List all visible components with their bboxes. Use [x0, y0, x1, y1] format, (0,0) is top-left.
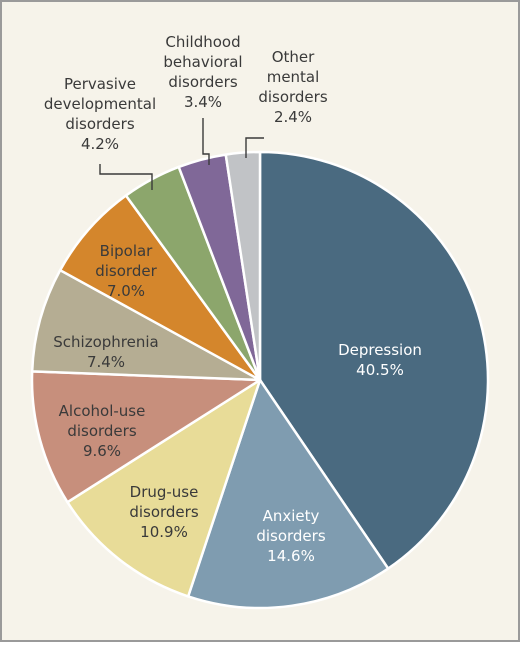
slice-label-line: Schizophrenia	[53, 333, 158, 351]
slice-label-line: developmental	[44, 95, 156, 113]
leader-line	[245, 137, 264, 158]
slice-label-line: disorders	[168, 73, 238, 91]
slice-label-line: Bipolar	[100, 242, 154, 260]
slice-label-line: Other	[272, 48, 315, 66]
slice-label-line: behavioral	[163, 53, 242, 71]
slice-labels: Depression 40.5% Anxiety disorders 14.6% Drug…	[44, 33, 422, 565]
slice-label: Drug-use disorders 10.9%	[129, 483, 199, 541]
slice-label: Anxiety disorders 14.6%	[256, 507, 326, 565]
slice-label: Childhood behavioral disorders 3.4%	[163, 33, 242, 111]
slice-label-line: disorders	[256, 527, 326, 545]
leader-line	[202, 118, 210, 165]
slice-percent: 4.2%	[81, 135, 119, 153]
slice-label: Pervasive developmental disorders 4.2%	[44, 75, 156, 153]
slice-percent: 7.4%	[87, 353, 125, 371]
pie-slice-schizophrenia	[30, 268, 262, 382]
pie-slice-drug-use-disorders	[66, 378, 262, 598]
slice-label-line: disorders	[67, 422, 137, 440]
slice-percent: 7.0%	[107, 282, 145, 300]
leader-line	[99, 164, 153, 190]
pie-slice-anxiety-disorders	[186, 378, 390, 610]
slice-label: Bipolar disorder 7.0%	[95, 242, 157, 300]
slice-label-line: Drug-use	[130, 483, 199, 501]
slice-label: Alcohol-use disorders 9.6%	[59, 402, 146, 460]
slice-label-line: disorders	[65, 115, 135, 133]
slice-label-line: Anxiety	[263, 507, 320, 525]
slice-label: Depression 40.5%	[338, 341, 422, 379]
slice-label-line: Depression	[338, 341, 422, 359]
slice-label-line: Pervasive	[64, 75, 136, 93]
slice-label-line: disorder	[95, 262, 157, 280]
pie-slice-other-mental-disorders	[224, 150, 262, 382]
slice-percent: 3.4%	[184, 93, 222, 111]
slice-label: Other mental disorders 2.4%	[258, 48, 328, 126]
slice-label: Schizophrenia 7.4%	[53, 333, 158, 371]
slice-percent: 14.6%	[267, 547, 315, 565]
leader-lines	[99, 118, 264, 190]
slice-percent: 2.4%	[274, 108, 312, 126]
slice-percent: 40.5%	[356, 361, 404, 379]
slice-percent: 9.6%	[83, 442, 121, 460]
slice-percent: 10.9%	[140, 523, 188, 541]
slice-label-line: Childhood	[165, 33, 240, 51]
slice-label-line: disorders	[129, 503, 199, 521]
slice-label-line: Alcohol-use	[59, 402, 146, 420]
slice-label-line: mental	[267, 68, 320, 86]
pie-slices	[30, 150, 490, 610]
pie-slice-alcohol-use-disorders	[30, 370, 262, 504]
pie-slice-depression	[258, 150, 490, 570]
slice-label-line: disorders	[258, 88, 328, 106]
